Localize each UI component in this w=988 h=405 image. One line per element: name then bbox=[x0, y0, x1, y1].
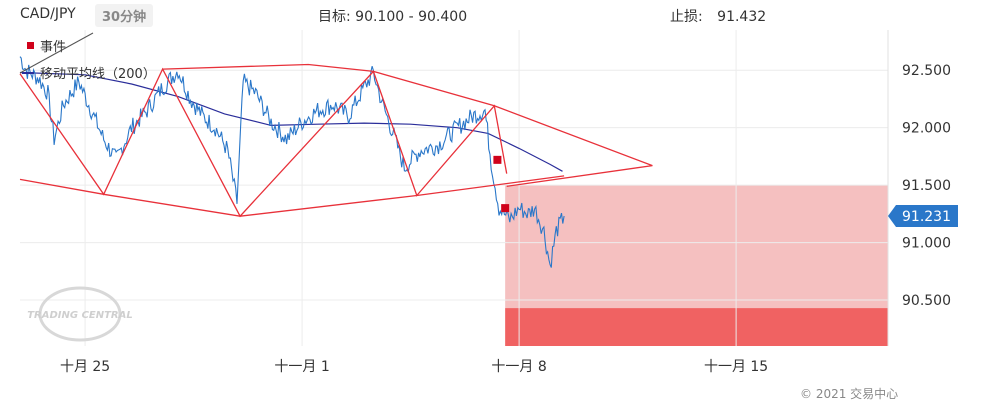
svg-text:TRADING CENTRAL: TRADING CENTRAL bbox=[27, 310, 133, 321]
legend-ma: 移动平均线（200） bbox=[40, 67, 156, 82]
y-tick-label: 90.500 bbox=[902, 293, 951, 309]
pattern-line-0 bbox=[19, 67, 508, 218]
chart-grid bbox=[20, 30, 889, 346]
target-label: 目标: bbox=[318, 9, 351, 25]
current-price-label: 91.231 bbox=[902, 209, 951, 225]
current-price-tag-shape bbox=[888, 205, 958, 228]
x-axis: 十月 25 十一月 1 十一月 8 十一月 15 bbox=[60, 359, 768, 375]
price-polyline bbox=[19, 56, 565, 268]
stop-info: 止损: 91.432 bbox=[670, 6, 766, 26]
timeframe-badge[interactable]: 30分钟 bbox=[95, 4, 154, 27]
target-value: 90.100 - 90.400 bbox=[355, 9, 468, 25]
y-tick-label: 92.000 bbox=[902, 121, 951, 137]
pattern-line-2 bbox=[162, 63, 653, 187]
x-tick-label: 十一月 8 bbox=[491, 359, 546, 375]
pattern-line-1 bbox=[19, 175, 565, 217]
event-marker-0 bbox=[493, 155, 502, 164]
target-zones bbox=[505, 185, 888, 346]
pattern-lines bbox=[19, 32, 653, 218]
target-zone-1 bbox=[505, 308, 888, 346]
target-zone-0 bbox=[505, 185, 888, 309]
current-price-tag: 91.231 bbox=[888, 205, 958, 228]
y-axis: 92.500 92.000 91.500 91.000 90.500 bbox=[902, 63, 951, 309]
event-markers bbox=[493, 155, 510, 213]
stop-label: 止损: bbox=[670, 9, 703, 25]
watermark-logo: TRADING CENTRAL bbox=[27, 286, 133, 342]
chart-header: CAD/JPY 30分钟 目标: 90.100 - 90.400 止损: 91.… bbox=[0, 0, 988, 30]
chart-legend: 事件 移动平均线（200） bbox=[22, 40, 156, 82]
price-line bbox=[19, 56, 565, 268]
stop-value: 91.432 bbox=[717, 9, 767, 25]
event-marker-1 bbox=[501, 204, 510, 213]
y-tick-label: 92.500 bbox=[902, 63, 951, 79]
target-info: 目标: 90.100 - 90.400 bbox=[318, 6, 467, 26]
x-tick-label: 十一月 15 bbox=[704, 359, 768, 375]
event-legend-icon bbox=[27, 42, 34, 49]
moving-average-line bbox=[19, 71, 563, 172]
y-tick-label: 91.000 bbox=[902, 236, 951, 252]
legend-event: 事件 bbox=[40, 40, 66, 55]
legend-pointer-line bbox=[19, 32, 94, 74]
ma-polyline bbox=[19, 71, 563, 172]
x-tick-label: 十月 25 bbox=[60, 359, 110, 375]
symbol-label: CAD/JPY bbox=[20, 6, 76, 22]
x-tick-label: 十一月 1 bbox=[274, 359, 329, 375]
copyright: © 2021 交易中心 bbox=[800, 387, 899, 401]
y-tick-label: 91.500 bbox=[902, 178, 951, 194]
